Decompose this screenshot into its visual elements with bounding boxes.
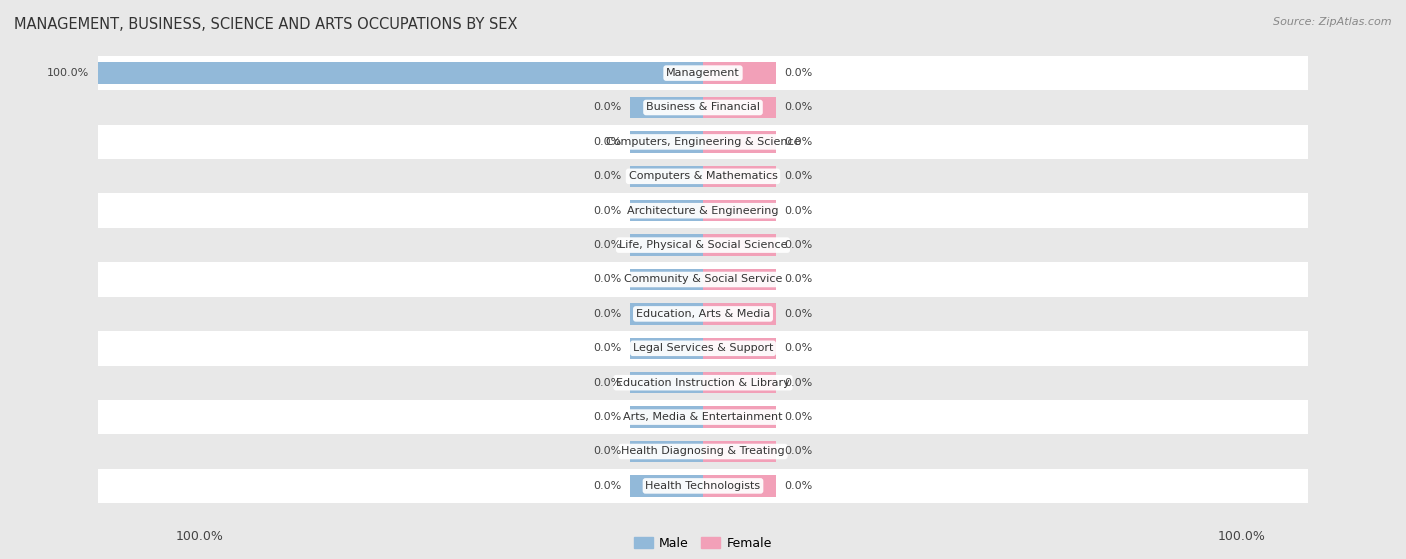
Text: 0.0%: 0.0% bbox=[785, 240, 813, 250]
Text: Management: Management bbox=[666, 68, 740, 78]
Text: Source: ZipAtlas.com: Source: ZipAtlas.com bbox=[1274, 17, 1392, 27]
Text: 0.0%: 0.0% bbox=[785, 343, 813, 353]
Bar bbox=[98, 468, 1308, 503]
Text: Health Technologists: Health Technologists bbox=[645, 481, 761, 491]
Text: Computers, Engineering & Science: Computers, Engineering & Science bbox=[606, 137, 800, 147]
Bar bbox=[703, 200, 776, 221]
Text: 0.0%: 0.0% bbox=[593, 447, 621, 457]
Bar bbox=[98, 159, 1308, 193]
Bar bbox=[703, 338, 776, 359]
Bar bbox=[98, 262, 1308, 297]
Text: Computers & Mathematics: Computers & Mathematics bbox=[628, 171, 778, 181]
Bar bbox=[630, 475, 703, 496]
Bar bbox=[703, 372, 776, 394]
Bar bbox=[630, 441, 703, 462]
Text: Business & Financial: Business & Financial bbox=[645, 102, 761, 112]
Bar bbox=[703, 406, 776, 428]
Text: 0.0%: 0.0% bbox=[593, 137, 621, 147]
Text: Life, Physical & Social Science: Life, Physical & Social Science bbox=[619, 240, 787, 250]
Bar bbox=[703, 269, 776, 290]
Text: MANAGEMENT, BUSINESS, SCIENCE AND ARTS OCCUPATIONS BY SEX: MANAGEMENT, BUSINESS, SCIENCE AND ARTS O… bbox=[14, 17, 517, 32]
Bar bbox=[703, 97, 776, 118]
Bar bbox=[630, 97, 703, 118]
Text: Health Diagnosing & Treating: Health Diagnosing & Treating bbox=[621, 447, 785, 457]
Text: Legal Services & Support: Legal Services & Support bbox=[633, 343, 773, 353]
Bar bbox=[630, 372, 703, 394]
Text: 100.0%: 100.0% bbox=[176, 530, 224, 543]
Bar bbox=[630, 131, 703, 153]
Bar bbox=[630, 303, 703, 325]
Bar bbox=[703, 165, 776, 187]
Text: Education Instruction & Library: Education Instruction & Library bbox=[616, 378, 790, 388]
Bar bbox=[98, 125, 1308, 159]
Text: 0.0%: 0.0% bbox=[593, 412, 621, 422]
Text: 0.0%: 0.0% bbox=[593, 171, 621, 181]
Text: 0.0%: 0.0% bbox=[593, 206, 621, 216]
Bar bbox=[703, 441, 776, 462]
Text: Education, Arts & Media: Education, Arts & Media bbox=[636, 309, 770, 319]
Bar bbox=[703, 475, 776, 496]
Bar bbox=[630, 200, 703, 221]
Text: 0.0%: 0.0% bbox=[785, 309, 813, 319]
Text: 0.0%: 0.0% bbox=[593, 481, 621, 491]
Bar bbox=[703, 303, 776, 325]
Text: 0.0%: 0.0% bbox=[593, 274, 621, 285]
Text: 0.0%: 0.0% bbox=[785, 102, 813, 112]
Text: 0.0%: 0.0% bbox=[785, 171, 813, 181]
Text: 0.0%: 0.0% bbox=[593, 240, 621, 250]
Text: 100.0%: 100.0% bbox=[1218, 530, 1265, 543]
Text: 0.0%: 0.0% bbox=[593, 102, 621, 112]
Bar bbox=[630, 234, 703, 256]
Text: 0.0%: 0.0% bbox=[593, 343, 621, 353]
Text: 0.0%: 0.0% bbox=[785, 412, 813, 422]
Bar bbox=[98, 56, 1308, 91]
Bar bbox=[98, 91, 1308, 125]
Text: 0.0%: 0.0% bbox=[593, 309, 621, 319]
Bar bbox=[98, 228, 1308, 262]
Text: Arts, Media & Entertainment: Arts, Media & Entertainment bbox=[623, 412, 783, 422]
Text: 0.0%: 0.0% bbox=[593, 378, 621, 388]
Legend: Male, Female: Male, Female bbox=[630, 532, 776, 555]
Text: 0.0%: 0.0% bbox=[785, 68, 813, 78]
Bar bbox=[703, 234, 776, 256]
Bar bbox=[98, 331, 1308, 366]
Bar bbox=[98, 63, 703, 84]
Text: 0.0%: 0.0% bbox=[785, 481, 813, 491]
Bar bbox=[98, 400, 1308, 434]
Bar bbox=[98, 366, 1308, 400]
Text: 0.0%: 0.0% bbox=[785, 137, 813, 147]
Text: 100.0%: 100.0% bbox=[48, 68, 90, 78]
Text: 0.0%: 0.0% bbox=[785, 274, 813, 285]
Bar bbox=[630, 165, 703, 187]
Text: 0.0%: 0.0% bbox=[785, 447, 813, 457]
Bar bbox=[630, 406, 703, 428]
Text: Architecture & Engineering: Architecture & Engineering bbox=[627, 206, 779, 216]
Bar bbox=[98, 434, 1308, 468]
Text: 0.0%: 0.0% bbox=[785, 378, 813, 388]
Bar bbox=[98, 297, 1308, 331]
Bar bbox=[703, 131, 776, 153]
Bar bbox=[630, 338, 703, 359]
Bar bbox=[703, 63, 776, 84]
Bar bbox=[98, 193, 1308, 228]
Bar bbox=[630, 269, 703, 290]
Text: Community & Social Service: Community & Social Service bbox=[624, 274, 782, 285]
Text: 0.0%: 0.0% bbox=[785, 206, 813, 216]
